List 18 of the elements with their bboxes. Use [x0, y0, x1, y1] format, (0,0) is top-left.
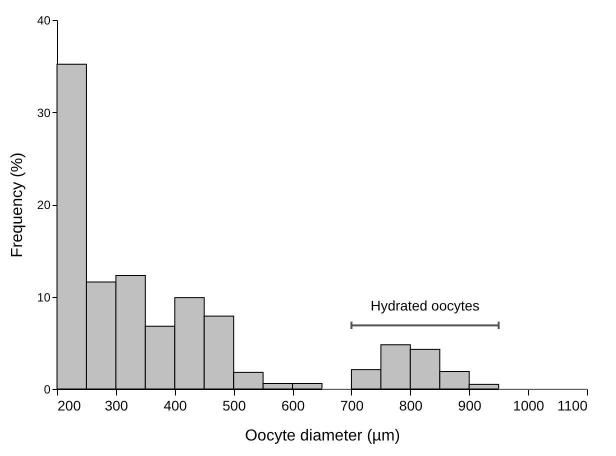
- x-tick-label: 500: [222, 398, 246, 414]
- y-tick-label: 30: [37, 106, 51, 120]
- y-tick-label: 0: [44, 382, 51, 396]
- x-tick-label: 800: [399, 398, 423, 414]
- x-tick-label: 700: [340, 398, 364, 414]
- x-tick-label: 1000: [513, 398, 544, 414]
- y-tick-label: 40: [37, 14, 51, 28]
- y-tick-label: 20: [37, 198, 51, 212]
- x-tick-label: 1100: [557, 398, 588, 414]
- x-tick-label: 400: [164, 398, 188, 414]
- x-tick-label: 900: [458, 398, 482, 414]
- x-axis-title: Oocyte diameter (µm): [244, 428, 400, 444]
- x-tick-label: 300: [104, 398, 128, 414]
- y-axis-title: Frequency (%): [9, 152, 26, 258]
- annotation: Hydrated oocytes: [370, 297, 480, 314]
- y-tick-label: 10: [37, 290, 51, 304]
- x-tick-label: 600: [281, 398, 305, 414]
- x-tick-label: 200: [58, 398, 82, 414]
